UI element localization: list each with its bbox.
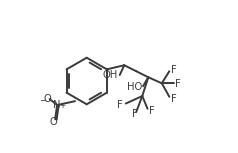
Text: HO: HO: [127, 82, 142, 91]
Text: F: F: [132, 109, 138, 119]
Text: O: O: [44, 94, 51, 104]
Text: +: +: [59, 103, 65, 109]
Text: F: F: [170, 94, 176, 104]
Text: −: −: [39, 95, 46, 104]
Text: N: N: [53, 100, 61, 110]
Text: F: F: [149, 106, 154, 116]
Text: F: F: [170, 65, 176, 75]
Text: OH: OH: [102, 70, 118, 80]
Text: F: F: [118, 100, 123, 110]
Text: O: O: [50, 117, 57, 127]
Text: F: F: [175, 78, 181, 89]
